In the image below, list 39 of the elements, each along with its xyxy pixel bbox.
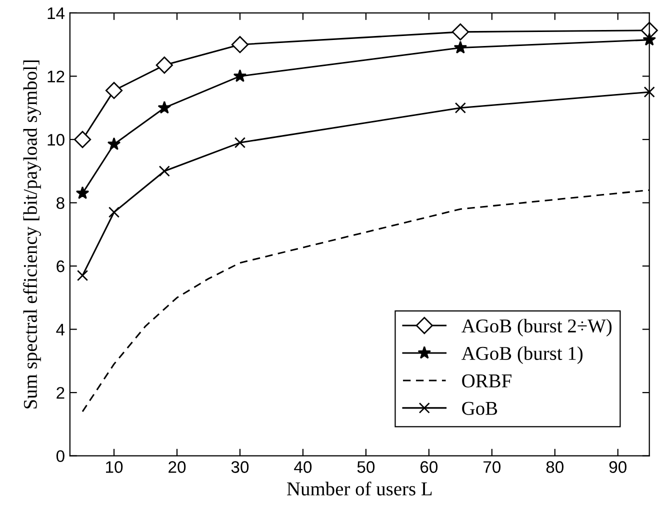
point: [76, 270, 88, 282]
y-tick-label: 4: [56, 324, 65, 336]
legend-label: AGoB (burst 1): [462, 346, 583, 364]
y-tick-label: 0: [56, 450, 64, 462]
y-axis-title: Sum spectral efficiency [bit/payload symbol]: [23, 60, 41, 408]
point: [105, 82, 123, 100]
point: [156, 56, 173, 74]
point: [158, 166, 170, 177]
point: [233, 69, 247, 82]
point: [158, 100, 172, 114]
x-tick-label: 80: [546, 461, 564, 473]
legend-label: ORBF: [462, 374, 512, 388]
point: [452, 23, 469, 40]
point: [74, 130, 92, 148]
x-tick-label: 20: [168, 461, 186, 473]
x-axis-title: Number of users L: [287, 482, 432, 496]
x-tick-label: 30: [231, 461, 249, 473]
point: [108, 206, 120, 218]
legend-label: GoB: [462, 402, 498, 415]
point: [234, 137, 246, 148]
y-tick-label: 8: [56, 197, 64, 209]
y-tick-label: 10: [48, 134, 64, 146]
y-tick-label: 12: [48, 70, 64, 82]
x-tick-label: 10: [106, 461, 123, 473]
point: [454, 102, 466, 114]
legend-label: AGoB (burst 2÷W): [462, 318, 612, 336]
y-tick-label: 2: [56, 386, 64, 399]
y-tick-label: 6: [56, 260, 64, 272]
x-tick-label: 90: [609, 461, 626, 473]
point: [231, 36, 249, 54]
point: [107, 137, 121, 150]
point: [76, 186, 90, 200]
x-tick-label: 70: [483, 461, 501, 473]
point: [644, 86, 655, 98]
x-tick-label: 40: [294, 461, 312, 473]
x-tick-label: 50: [357, 461, 375, 473]
y-tick-label: 14: [48, 8, 65, 19]
x-tick-label: 60: [420, 461, 438, 473]
point: [454, 40, 468, 54]
